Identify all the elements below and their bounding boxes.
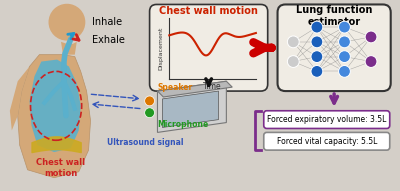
Circle shape [311, 51, 323, 62]
Circle shape [49, 4, 85, 40]
Text: Exhale: Exhale [92, 35, 124, 45]
Text: Time: Time [203, 82, 222, 91]
Circle shape [287, 36, 299, 48]
Polygon shape [18, 55, 90, 178]
Text: Chest wall motion: Chest wall motion [159, 6, 258, 16]
Circle shape [311, 36, 323, 48]
Circle shape [338, 66, 350, 77]
Circle shape [338, 21, 350, 33]
Polygon shape [162, 91, 218, 127]
Text: Microphone: Microphone [158, 120, 209, 129]
Circle shape [145, 96, 154, 106]
Circle shape [145, 108, 154, 118]
Text: Inhale: Inhale [92, 17, 122, 27]
Text: Forced expiratory volume: 3.5L: Forced expiratory volume: 3.5L [267, 115, 386, 124]
Text: Ultrasound signal: Ultrasound signal [108, 138, 184, 147]
FancyBboxPatch shape [278, 4, 391, 91]
Text: Lung function
estimator: Lung function estimator [296, 6, 372, 27]
Circle shape [365, 31, 377, 43]
Circle shape [311, 66, 323, 77]
Polygon shape [158, 81, 232, 97]
Text: Speaker: Speaker [158, 83, 193, 92]
FancyBboxPatch shape [264, 111, 390, 129]
Circle shape [338, 36, 350, 48]
Circle shape [338, 51, 350, 62]
Polygon shape [30, 60, 81, 152]
FancyBboxPatch shape [264, 132, 390, 150]
Polygon shape [74, 24, 81, 34]
Text: Chest wall
motion: Chest wall motion [36, 158, 86, 178]
Circle shape [287, 56, 299, 67]
Text: Displacement: Displacement [158, 27, 163, 70]
FancyBboxPatch shape [150, 4, 268, 91]
Text: Forced vital capacity: 5.5L: Forced vital capacity: 5.5L [276, 137, 377, 146]
Circle shape [365, 56, 377, 67]
Polygon shape [61, 42, 77, 55]
Polygon shape [10, 66, 30, 130]
Circle shape [311, 21, 323, 33]
Polygon shape [158, 81, 226, 132]
